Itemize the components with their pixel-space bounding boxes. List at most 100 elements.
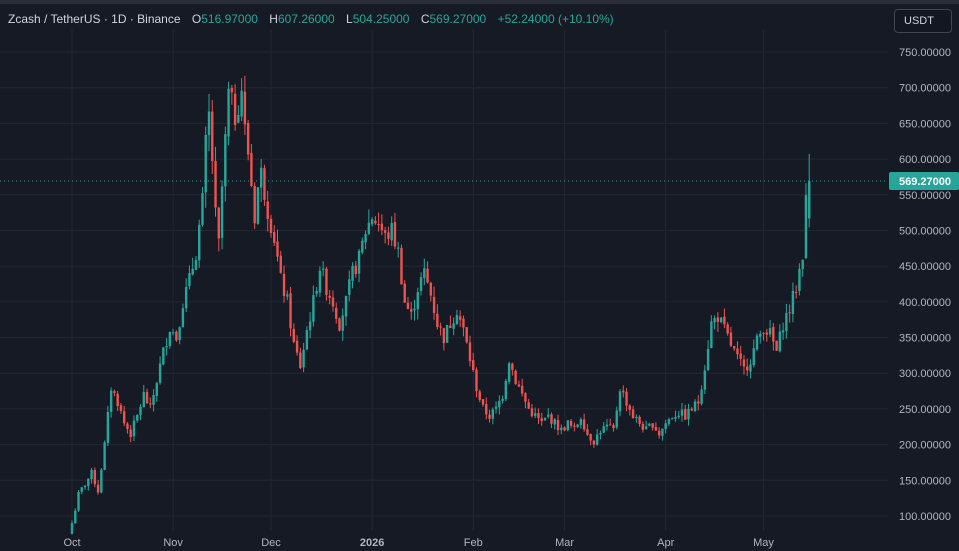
candle [171,328,175,336]
candle [504,378,508,402]
candle [605,418,609,431]
symbol-title[interactable]: Zcash / TetherUS · 1D · Binance [8,12,181,26]
time-axis[interactable]: Oct Nov Dec 2026 Feb Mar Apr May [63,537,774,549]
candle [530,403,534,418]
candle [622,385,625,398]
symbol-legend[interactable]: Zcash / TetherUS · 1D · Binance O516.970… [8,11,614,27]
candle [282,265,286,303]
candle [194,256,198,271]
x-tick-label: Apr [657,537,674,549]
candle [703,364,707,395]
candle [364,230,367,250]
candle [83,484,87,490]
candle [224,126,227,202]
candle [589,433,592,446]
candle [357,248,361,283]
candle [207,94,211,152]
candle [380,214,384,236]
candle [804,183,808,260]
candle [560,424,563,435]
candle [644,420,648,430]
x-tick-label: Dec [261,537,281,549]
candle [312,285,315,327]
candle [100,468,103,494]
candle [599,430,602,440]
candle [472,352,475,372]
candle [406,296,410,310]
candle [693,399,697,413]
candle [211,99,214,175]
candle [370,217,374,227]
candle [798,263,801,296]
candle [103,440,106,471]
x-tick-label: Nov [163,537,183,549]
candle [325,266,328,301]
candle [713,315,716,330]
candle [781,322,785,341]
top-border [0,0,959,4]
candle [80,486,83,495]
candle [690,407,693,412]
candle [501,395,504,404]
candle [152,389,155,412]
candle [618,389,622,417]
candle [178,326,181,345]
candle [752,339,755,368]
candle [801,259,804,277]
candle [772,322,775,351]
candle [188,265,191,290]
y-tick-label: 150.00000 [899,475,951,487]
y-tick-label: 400.00000 [899,297,951,309]
candle [791,282,795,323]
candle [739,345,742,366]
candle [485,397,488,420]
candle [726,322,729,336]
candle [543,417,547,421]
candle [429,281,433,302]
close-label: C [420,12,430,26]
candle [149,397,152,409]
candle [383,226,387,244]
candle [295,335,299,356]
candle [582,413,586,432]
candle [641,421,645,433]
candle [158,356,162,385]
currency-button[interactable]: USDT [894,9,952,33]
candle [576,423,579,428]
candle [162,347,165,366]
candle [569,419,573,429]
candle [468,335,472,367]
candle [302,342,305,373]
candle [651,423,654,431]
candle [230,85,234,105]
candle [181,303,185,328]
candle [671,417,674,420]
candle [449,315,452,329]
candle [321,261,325,277]
candle [729,326,733,347]
candle [507,361,511,385]
candle [746,358,749,377]
y-tick-label: 100.00000 [899,511,951,523]
y-tick-label: 550.00000 [899,190,951,202]
open-value: 516.97000 [201,12,258,26]
candle [299,347,302,370]
candle [214,146,217,217]
candle [243,75,247,135]
candle [198,219,201,268]
candle [113,389,116,397]
candle [566,420,570,432]
price-axis[interactable]: 100.00000 150.00000 200.00000 250.00000 300.… [889,47,959,523]
candle [768,319,772,337]
candle [631,405,635,419]
candle [168,331,172,349]
candle [93,467,97,488]
candle [87,478,90,491]
candle [534,407,537,419]
change-value: +52.24000 (+10.10%) [497,12,614,26]
candle [612,423,615,432]
candle [122,405,126,427]
candle [374,216,377,225]
candle [145,388,149,404]
